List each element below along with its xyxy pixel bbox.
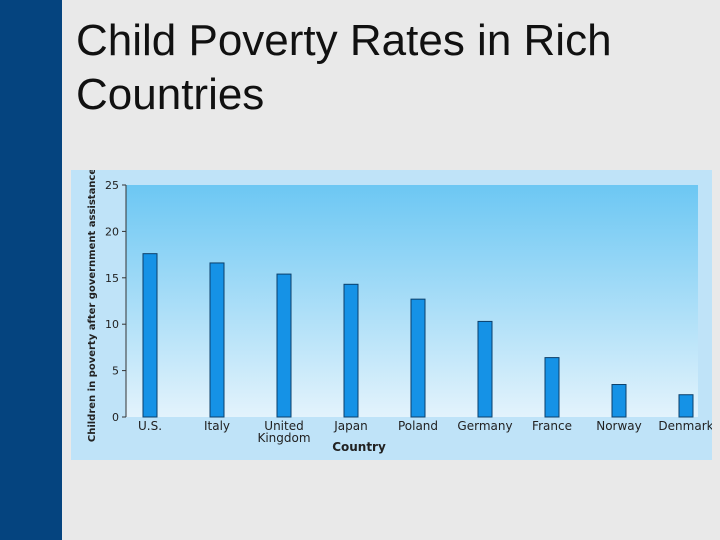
title-line-1: Child Poverty Rates in Rich [76,16,612,65]
x-tick-label: France [532,419,572,433]
bar [410,298,426,418]
bar [142,253,158,418]
y-tick-label: 15 [105,272,119,285]
bar [611,384,627,418]
y-tick-label: 25 [105,179,119,192]
bar [544,357,560,418]
x-tick-label: Italy [204,419,230,433]
x-tick-label: Germany [457,419,512,433]
bar [477,320,493,418]
x-tick-label: U.S. [138,419,162,433]
x-tick-label: Poland [398,419,438,433]
x-tick-label: Japan [333,419,367,433]
page-title: Child Poverty Rates in Rich Countries [76,14,706,122]
bar [678,394,694,418]
y-tick-label: 10 [105,318,119,331]
x-tick-label: United Kingdom [257,419,310,445]
y-tick-label: 20 [105,225,119,238]
bar [343,283,359,418]
bar-chart: 0 5 10 15 20 25 U.S. Italy United Kingdom Japan Po… [87,170,712,454]
y-tick-label: 0 [112,411,119,424]
slide-sidebar [0,0,62,540]
x-tick-label: Norway [596,419,642,433]
y-tick-label: 5 [112,365,119,378]
chart-panel: 0 5 10 15 20 25 U.S. Italy United Kingdom Japan Po… [71,170,712,460]
bar [276,273,292,418]
title-line-2: Countries [76,70,265,119]
x-axis-title: Country [332,440,386,454]
x-tick-label: Denmark [658,419,712,433]
y-axis-title: Children in poverty after government ass… [87,170,98,442]
bar [209,262,225,418]
